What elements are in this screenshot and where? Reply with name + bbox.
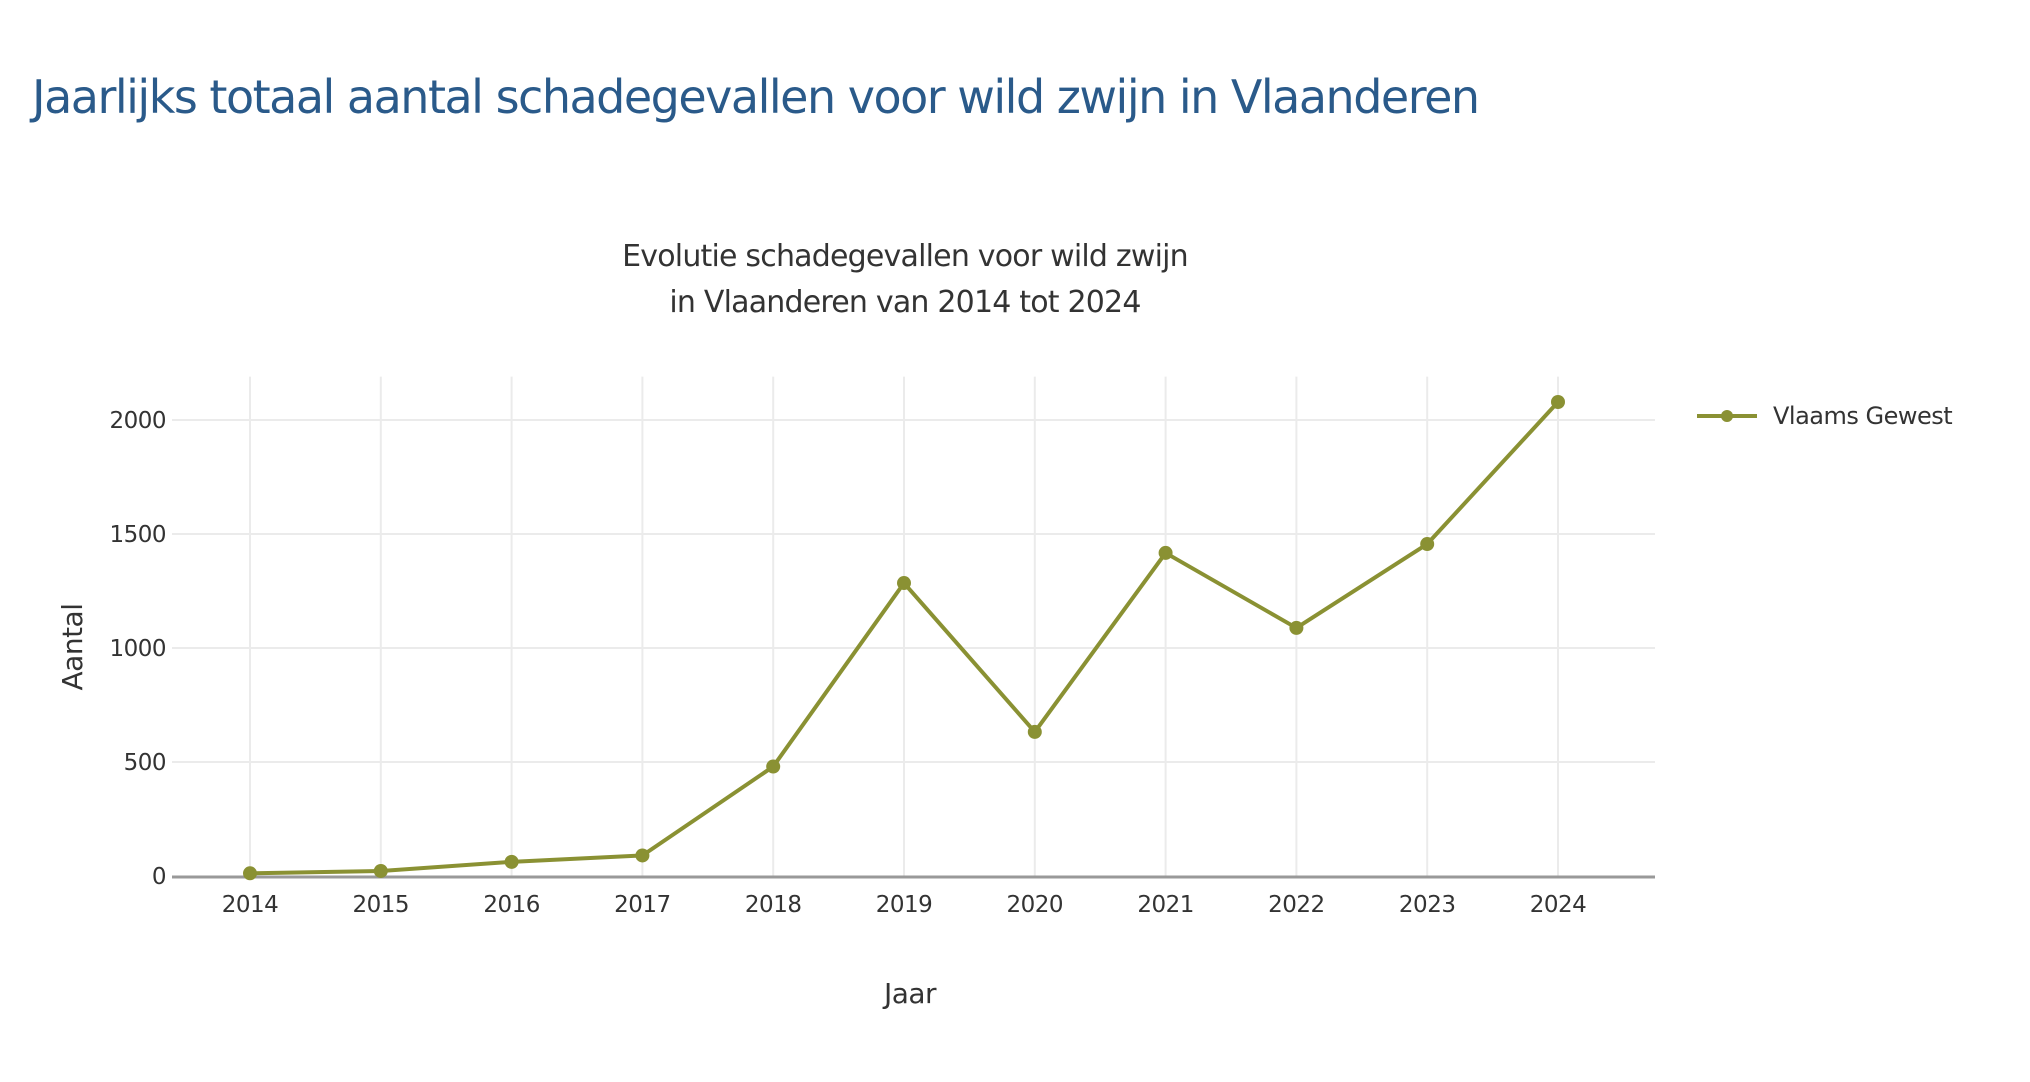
- chart-title-line-1: Evolutie schadegevallen voor wild zwijn: [622, 239, 1189, 274]
- y-tick-label: 1000: [109, 636, 166, 662]
- data-point-marker[interactable]: [1420, 537, 1435, 552]
- y-tick-label: 1500: [109, 522, 166, 548]
- y-axis-label: Aantal: [56, 604, 89, 691]
- y-tick-label: 0: [152, 864, 166, 890]
- x-tick-label: 2023: [1399, 892, 1456, 918]
- x-tick-label: 2019: [876, 892, 933, 918]
- data-point-marker[interactable]: [1158, 545, 1173, 560]
- data-point-marker[interactable]: [504, 854, 519, 869]
- y-tick-label: 500: [124, 750, 166, 776]
- data-point-marker[interactable]: [897, 576, 911, 591]
- x-tick-label: 2017: [614, 892, 671, 918]
- data-point-marker[interactable]: [635, 848, 650, 863]
- x-tick-label: 2018: [745, 892, 802, 918]
- series-markers: [243, 394, 1565, 881]
- data-point-marker[interactable]: [766, 759, 781, 774]
- x-tick-label: 2021: [1137, 892, 1194, 918]
- y-tick-label: 2000: [109, 408, 166, 434]
- chart-title: Evolutie schadegevallen voor wild zwijn …: [0, 234, 2030, 326]
- x-tick-label: 2024: [1530, 892, 1587, 918]
- page-title: Jaarlijks totaal aantal schadegevallen v…: [32, 70, 1480, 124]
- y-gridlines: [172, 419, 1655, 763]
- legend-label: Vlaams Gewest: [1773, 402, 1952, 430]
- data-point-marker[interactable]: [1551, 394, 1565, 409]
- chart-title-line-2: in Vlaanderen van 2014 tot 2024: [669, 285, 1141, 320]
- y-axis-ticks: 0 500 1000 1500 2000: [109, 408, 166, 890]
- data-point-marker[interactable]: [373, 863, 388, 878]
- data-point-marker[interactable]: [1289, 620, 1304, 635]
- x-tick-label: 2020: [1007, 892, 1064, 918]
- x-axis-label: Jaar: [882, 977, 937, 1010]
- data-point-marker[interactable]: [243, 866, 257, 881]
- x-tick-label: 2022: [1268, 892, 1325, 918]
- legend-item-vlaams-gewest[interactable]: Vlaams Gewest: [1697, 402, 1953, 430]
- x-tick-label: 2015: [353, 892, 410, 918]
- data-point-marker[interactable]: [1027, 724, 1042, 739]
- legend-dot-icon: [1721, 410, 1733, 422]
- x-axis-ticks: 2014 2015 2016 2017 2018 2019 2020 2021 2022 2023…: [222, 892, 1587, 918]
- x-tick-label: 2016: [483, 892, 540, 918]
- x-tick-label: 2014: [222, 892, 279, 918]
- x-gridlines: [249, 376, 1559, 876]
